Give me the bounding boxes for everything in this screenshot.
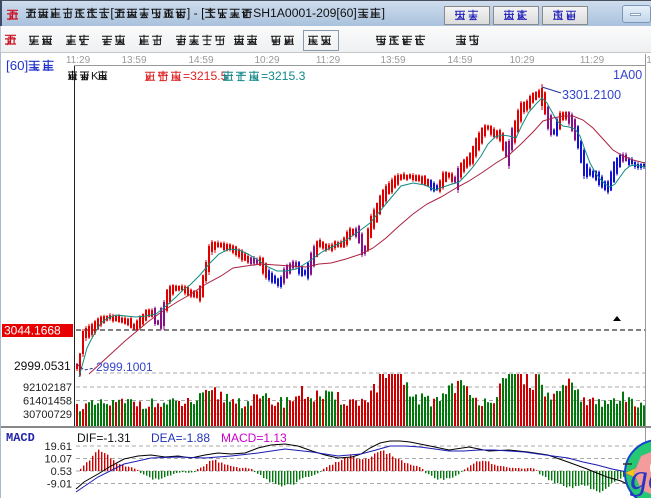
svg-text:11:29: 11:29 bbox=[66, 55, 91, 66]
svg-text:]: ] bbox=[382, 7, 385, 20]
svg-text:MACD=1.13: MACD=1.13 bbox=[221, 431, 287, 445]
svg-text:K: K bbox=[91, 70, 99, 82]
svg-text:MACD: MACD bbox=[6, 431, 35, 445]
svg-text:13:59: 13:59 bbox=[380, 55, 405, 66]
svg-text:10:29: 10:29 bbox=[509, 55, 534, 66]
svg-text:[: [ bbox=[110, 7, 114, 20]
svg-text:14:59: 14:59 bbox=[447, 55, 472, 66]
svg-text:2999.0531: 2999.0531 bbox=[14, 359, 71, 373]
svg-text:SH1A0001-209[60]: SH1A0001-209[60] bbox=[253, 7, 357, 20]
svg-text:11:29: 11:29 bbox=[316, 55, 341, 66]
svg-text:14:59: 14:59 bbox=[188, 55, 213, 66]
svg-text:61401458: 61401458 bbox=[23, 396, 72, 408]
svg-text:[60]: [60] bbox=[6, 58, 28, 73]
svg-text:] - [: ] - [ bbox=[187, 7, 205, 20]
svg-text:0.53: 0.53 bbox=[51, 466, 72, 478]
svg-text:11:29: 11:29 bbox=[580, 55, 605, 66]
svg-text:ga: ga bbox=[630, 457, 651, 497]
svg-text:=3215.5: =3215.5 bbox=[183, 69, 228, 83]
svg-text:1: 1 bbox=[646, 55, 651, 66]
svg-text:3044.1668: 3044.1668 bbox=[4, 324, 61, 338]
svg-text:92102187: 92102187 bbox=[23, 382, 72, 394]
svg-text:19.61: 19.61 bbox=[44, 441, 72, 453]
svg-text:DIF=-1.31: DIF=-1.31 bbox=[77, 431, 131, 445]
svg-text:=3215.3: =3215.3 bbox=[261, 69, 306, 83]
svg-text:2999.1001: 2999.1001 bbox=[96, 360, 153, 374]
svg-text:DEA=-1.88: DEA=-1.88 bbox=[151, 431, 210, 445]
svg-text:10.07: 10.07 bbox=[44, 454, 72, 466]
svg-text:30700729: 30700729 bbox=[23, 409, 72, 421]
svg-text:1A00: 1A00 bbox=[613, 68, 642, 82]
svg-text:3301.2100: 3301.2100 bbox=[562, 88, 621, 102]
svg-text:10:29: 10:29 bbox=[254, 55, 279, 66]
svg-text:13:59: 13:59 bbox=[121, 55, 146, 66]
svg-text:-9.01: -9.01 bbox=[47, 479, 72, 491]
